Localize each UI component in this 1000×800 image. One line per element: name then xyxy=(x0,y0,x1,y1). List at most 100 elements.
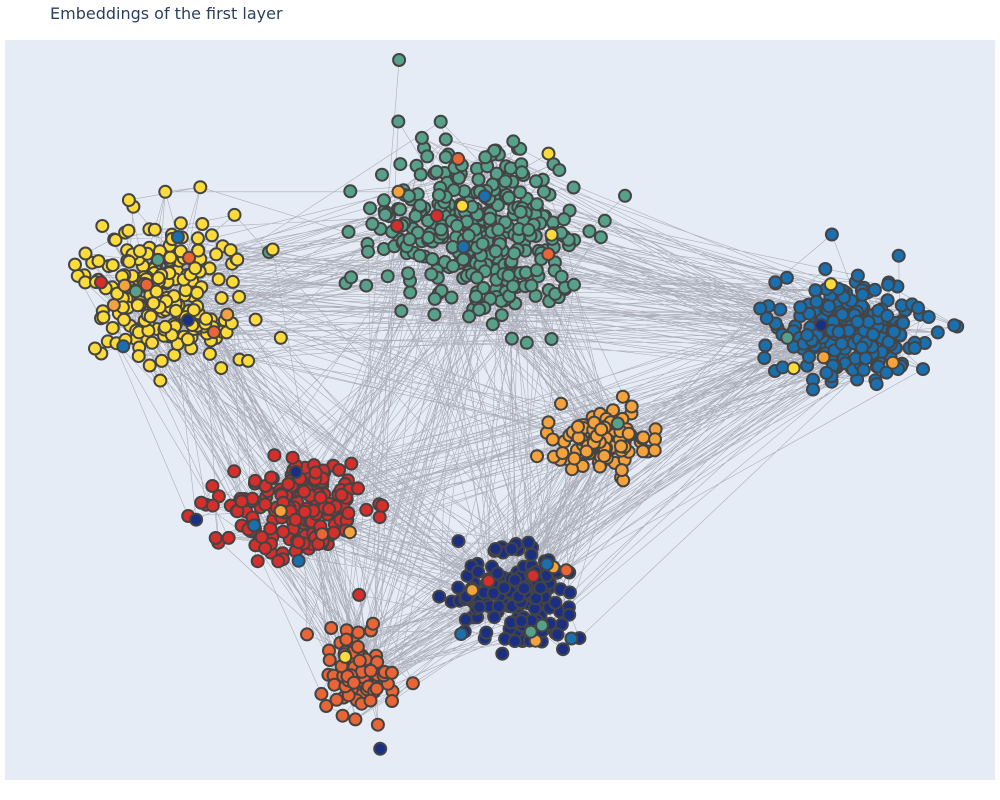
node-point xyxy=(214,361,229,376)
node-point xyxy=(552,163,567,178)
node-point xyxy=(394,304,409,318)
node-point xyxy=(199,311,214,326)
node-point xyxy=(636,444,650,459)
node-point xyxy=(378,207,393,222)
node-point xyxy=(879,365,894,380)
node-point xyxy=(145,335,160,350)
node-point xyxy=(831,325,846,339)
node-point xyxy=(490,566,505,581)
node-point xyxy=(132,244,147,259)
node-point xyxy=(334,487,349,502)
node-point xyxy=(526,568,541,583)
node-point xyxy=(352,587,367,602)
node-point xyxy=(819,365,834,380)
node-point xyxy=(506,279,520,294)
node-point xyxy=(376,193,391,208)
node-point xyxy=(326,525,341,540)
node-point xyxy=(497,581,512,595)
node-point xyxy=(186,303,201,318)
node-point xyxy=(273,504,288,518)
node-point xyxy=(614,463,629,478)
node-point xyxy=(91,254,106,269)
node-point xyxy=(117,312,131,327)
node-point xyxy=(461,228,476,243)
node-point xyxy=(250,554,265,569)
node-point xyxy=(472,599,487,614)
node-point xyxy=(524,278,539,293)
node-point xyxy=(758,338,773,353)
node-point xyxy=(529,174,543,189)
node-point xyxy=(421,230,436,245)
node-point xyxy=(535,618,549,633)
node-point xyxy=(533,581,548,595)
node-point xyxy=(208,531,223,545)
node-point xyxy=(276,524,291,539)
node-point xyxy=(151,271,166,286)
node-point xyxy=(488,542,503,556)
node-point xyxy=(821,299,836,314)
node-point xyxy=(385,694,399,708)
node-point xyxy=(773,302,788,317)
node-point xyxy=(759,311,774,326)
node-point xyxy=(541,415,556,430)
node-point xyxy=(513,204,528,219)
node-point xyxy=(487,610,502,624)
node-point xyxy=(621,426,636,441)
node-point xyxy=(68,257,82,272)
node-point xyxy=(858,351,873,366)
node-point xyxy=(482,211,497,226)
node-point xyxy=(153,373,168,388)
node-point xyxy=(593,230,608,245)
node-point xyxy=(636,430,651,445)
node-point xyxy=(446,259,460,274)
node-point xyxy=(413,198,428,213)
node-point xyxy=(594,422,609,437)
node-point xyxy=(288,465,303,479)
node-point xyxy=(476,281,491,295)
node-point xyxy=(458,612,473,627)
node-point xyxy=(571,419,585,434)
node-point xyxy=(802,349,816,364)
node-point xyxy=(550,627,565,642)
node-point xyxy=(214,291,229,305)
node-point xyxy=(366,616,380,631)
node-point xyxy=(856,362,871,377)
node-point xyxy=(225,274,240,289)
node-point xyxy=(375,167,389,182)
node-point xyxy=(380,269,395,284)
node-point xyxy=(329,692,344,707)
node-point xyxy=(247,518,262,533)
node-point xyxy=(359,502,374,517)
node-point xyxy=(615,389,630,404)
node-point xyxy=(451,580,466,595)
node-point xyxy=(477,189,492,204)
node-point xyxy=(375,498,390,513)
node-point xyxy=(579,444,594,459)
node-point xyxy=(391,184,406,199)
node-point xyxy=(248,312,263,327)
node-point xyxy=(147,222,162,237)
node-point xyxy=(545,432,560,447)
node-point xyxy=(281,477,296,492)
node-point xyxy=(566,180,581,195)
node-point xyxy=(567,277,581,292)
node-point xyxy=(451,151,466,166)
node-point xyxy=(521,535,536,550)
node-point xyxy=(190,285,205,300)
node-point xyxy=(536,184,551,199)
node-point xyxy=(180,313,195,327)
node-point xyxy=(313,490,328,505)
node-point xyxy=(146,296,161,311)
node-point xyxy=(433,114,448,129)
node-point xyxy=(555,446,570,461)
node-point xyxy=(413,167,428,182)
node-point xyxy=(420,149,435,164)
node-point xyxy=(392,53,407,67)
node-point xyxy=(154,353,169,368)
node-point xyxy=(562,607,577,622)
node-point xyxy=(501,190,516,205)
node-point xyxy=(947,318,962,333)
node-point xyxy=(348,712,363,727)
node-point xyxy=(507,634,522,649)
